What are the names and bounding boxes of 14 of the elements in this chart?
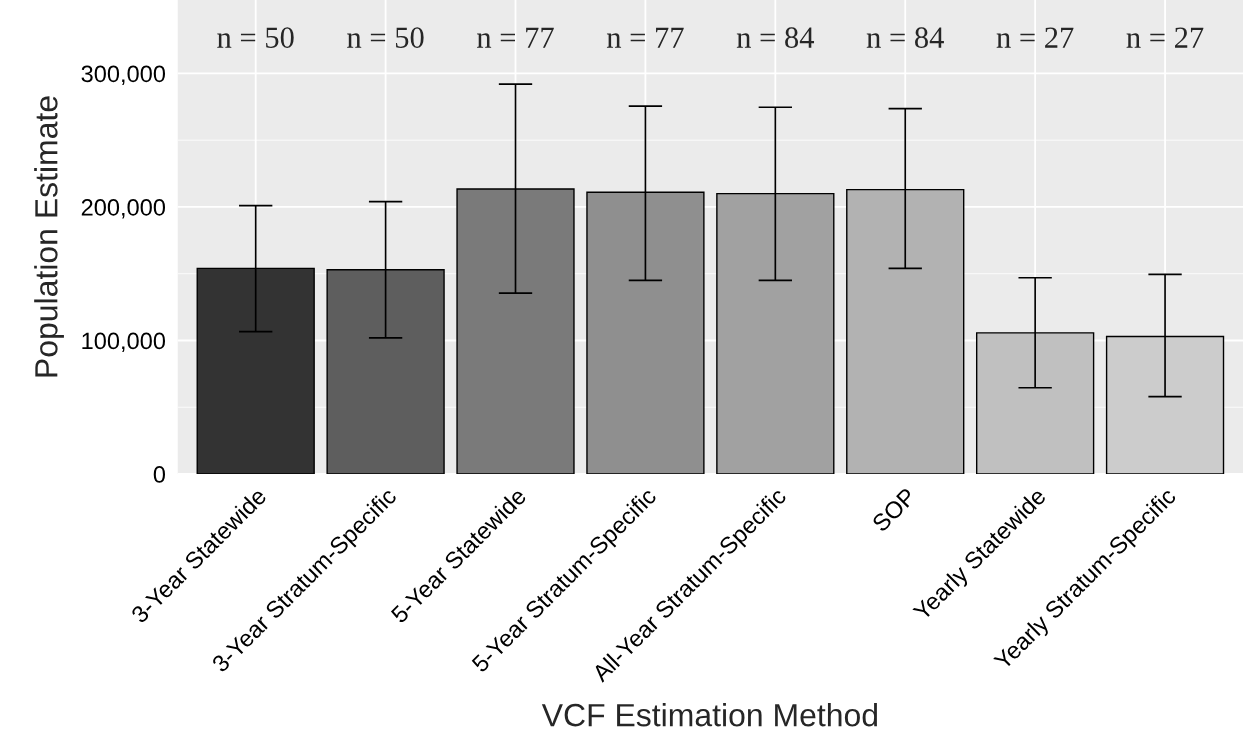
annotation: n = 27 [1126, 27, 1204, 48]
x-axis-title: VCF Estimation Method [541, 702, 877, 727]
y-axis-title: Population Estimate [34, 96, 64, 377]
y-tick-label: 0 [153, 466, 166, 483]
annotation: n = 77 [606, 27, 684, 48]
annotation: n = 27 [996, 27, 1074, 48]
annotation: n = 50 [347, 27, 424, 48]
y-tick-label: 100,000 [82, 332, 166, 353]
y-tick-label: 200,000 [81, 199, 166, 219]
annotation: n = 77 [477, 27, 554, 48]
annotation: n = 84 [866, 27, 944, 48]
y-tick-label: 300,000 [81, 65, 166, 86]
annotation: n = 50 [217, 27, 294, 48]
annotation: n = 84 [736, 27, 815, 48]
